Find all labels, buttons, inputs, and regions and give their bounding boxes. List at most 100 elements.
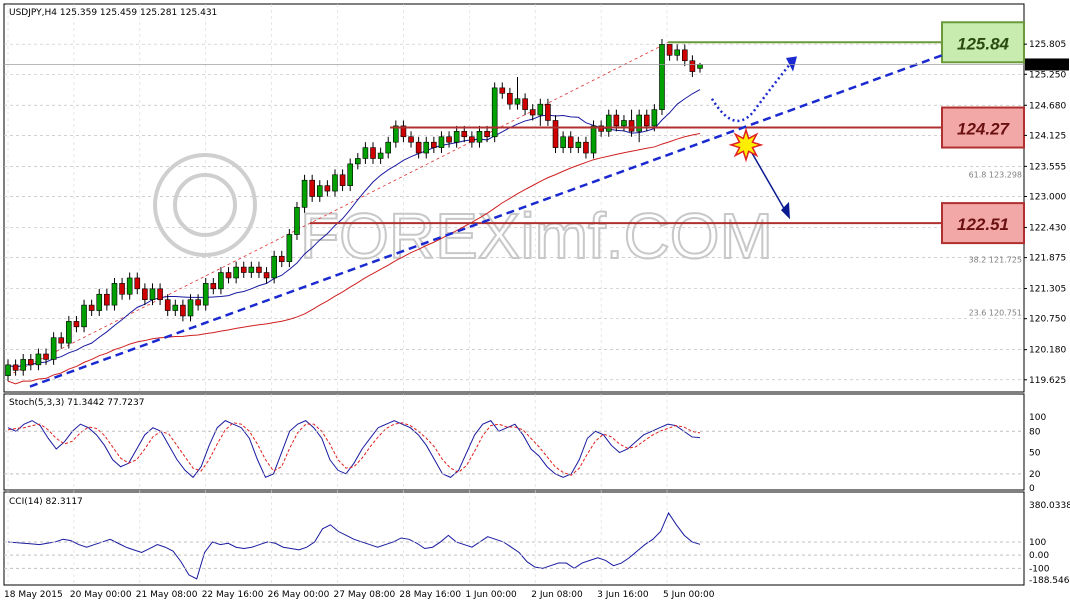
candle-body: [370, 147, 376, 159]
candle-body: [423, 141, 430, 154]
candle-body: [233, 266, 239, 279]
level-box-pivot: [941, 106, 1025, 149]
candlesticks: [5, 39, 703, 382]
candle-body: [50, 337, 57, 360]
candle-body: [355, 158, 361, 165]
stoch-main: [7, 420, 701, 479]
candle-body: [111, 283, 118, 306]
level-box-support: [941, 202, 1025, 245]
candle-body: [202, 283, 209, 306]
oscillators: [4, 420, 1024, 580]
candle-body: [271, 255, 277, 279]
candle-body: [529, 109, 536, 116]
bullish-path: [710, 57, 796, 123]
candle-body: [81, 304, 87, 328]
watermark-text: FOREXimf.COM: [300, 200, 773, 272]
candle-body: [157, 288, 163, 300]
candle-body: [35, 353, 42, 366]
candle-body: [28, 359, 34, 366]
candle-body: [5, 364, 11, 377]
candle-body: [590, 125, 597, 154]
breakout-burst: [728, 127, 764, 163]
time-label: 22 May 16:00: [202, 590, 264, 600]
candle-body: [583, 141, 589, 154]
candle-body: [491, 87, 498, 138]
candle-body: [218, 272, 224, 290]
candle-body: [598, 125, 604, 132]
trendline: [29, 54, 943, 388]
ma-slow: [7, 132, 701, 385]
candle-body: [43, 353, 49, 360]
candle-body: [476, 131, 483, 143]
candle-body: [621, 120, 627, 127]
time-label: 28 May 16:00: [399, 590, 461, 600]
candle-body: [659, 44, 665, 110]
candle-body: [12, 364, 19, 371]
stoch-header: Stoch(5,3,3) 71.3442 77.7237: [9, 398, 144, 408]
level-label-resistance: 125.84: [957, 34, 1010, 53]
candle-body: [309, 179, 315, 197]
candle-body: [73, 321, 80, 328]
time-label: 2 Jun 08:00: [531, 590, 583, 600]
price-tick-label: 122.430: [1029, 223, 1066, 233]
candle-body: [88, 304, 95, 311]
candle-body: [400, 125, 407, 138]
candle-body: [119, 283, 125, 295]
stoch-tick-label: 80: [1029, 427, 1041, 437]
time-label: 21 May 08:00: [136, 590, 198, 600]
price-tick-label: 120.180: [1029, 346, 1066, 356]
candle-body: [628, 120, 635, 132]
time-label: 18 May 2015: [4, 590, 63, 600]
price-tick-label: 121.305: [1029, 285, 1066, 295]
fib-label: 23.6 120.751: [969, 309, 1022, 318]
candle-body: [142, 288, 148, 300]
candle-body: [126, 277, 133, 295]
price-tick-label: 120.750: [1029, 315, 1066, 325]
candle-body: [294, 207, 300, 235]
price-tick-label: 125.250: [1029, 70, 1066, 80]
candle-body: [180, 304, 186, 317]
candle-body: [362, 147, 369, 159]
level-label-support: 122.51: [957, 215, 1009, 234]
candle-body: [20, 359, 27, 371]
candle-body: [438, 136, 445, 148]
current-price-tag: [1025, 58, 1069, 71]
time-label: 3 Jun 16:00: [597, 590, 649, 600]
cci-line: [7, 511, 701, 580]
candle-body: [347, 163, 353, 186]
level-box-resistance: [941, 21, 1025, 64]
candle-body: [256, 266, 262, 273]
cci-tick-label: 0.00: [1029, 551, 1049, 561]
cci-panel: [3, 491, 1025, 586]
bearish-arrowhead: [781, 201, 790, 220]
candle-body: [240, 266, 247, 273]
trendline: [29, 54, 943, 388]
candle-body: [324, 185, 331, 192]
time-label: 1 Jun 00:00: [465, 590, 517, 600]
candle-body: [96, 293, 103, 311]
candle-body: [164, 299, 171, 311]
candle-body: [431, 141, 437, 148]
candle-body: [58, 337, 65, 344]
candle-body: [393, 125, 399, 143]
price-tick-label: 121.875: [1029, 254, 1066, 264]
candle-body: [172, 304, 179, 311]
candle-body: [522, 98, 528, 110]
candle-body: [316, 185, 323, 197]
fib-label: 61.8 123.298: [969, 170, 1022, 179]
candle-body: [66, 321, 72, 344]
cci-tick-label: -188.5461: [1029, 576, 1070, 586]
price-tick-label: 125.805: [1029, 40, 1066, 50]
candle-body: [461, 131, 468, 138]
candle-body: [545, 103, 551, 121]
price-tick-label: 123.000: [1029, 192, 1066, 202]
candle-body: [278, 255, 285, 262]
candle-body: [263, 272, 270, 279]
price-tick-label: 123.555: [1029, 162, 1066, 172]
candle-body: [210, 283, 217, 290]
cci-tick-label: -100: [1029, 564, 1050, 574]
candle-body: [499, 87, 506, 94]
candle-body: [674, 49, 680, 56]
levels: 125.84 124.27 122.51: [310, 21, 1025, 245]
